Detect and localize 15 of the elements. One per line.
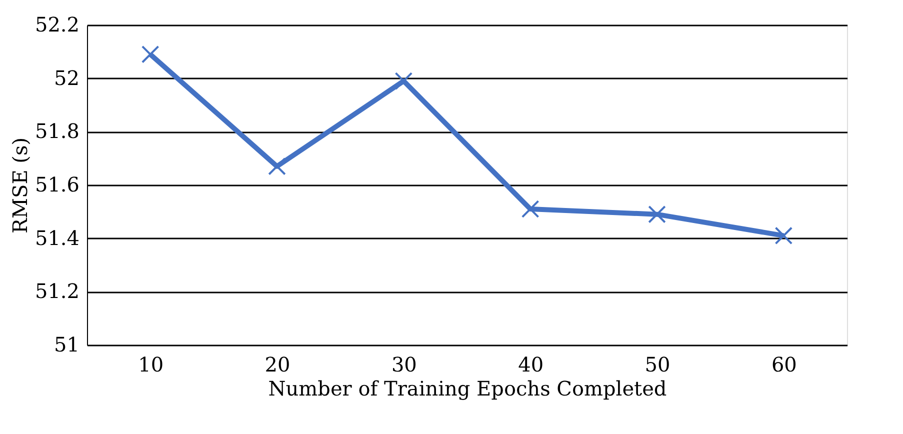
y-tick-label: 51.2 (34, 279, 80, 304)
x-axis-title: Number of Training Epochs Completed (268, 376, 667, 400)
y-tick-label: 51 (54, 332, 80, 356)
y-axis-title: RMSE (s) (8, 137, 32, 234)
y-tick-label: 51.6 (34, 172, 80, 196)
x-tick-label: 60 (771, 352, 797, 376)
x-tick-label: 30 (391, 352, 417, 376)
y-tick-label: 51.8 (34, 119, 80, 144)
y-tick-label: 52 (54, 66, 80, 90)
y-tick-label: 52.2 (34, 12, 80, 36)
y-tick-label: 51.4 (34, 226, 80, 250)
x-tick-label: 50 (644, 352, 670, 376)
x-tick-label: 40 (518, 352, 544, 376)
x-tick-label: 20 (264, 352, 290, 376)
x-tick-label: 10 (138, 352, 164, 376)
